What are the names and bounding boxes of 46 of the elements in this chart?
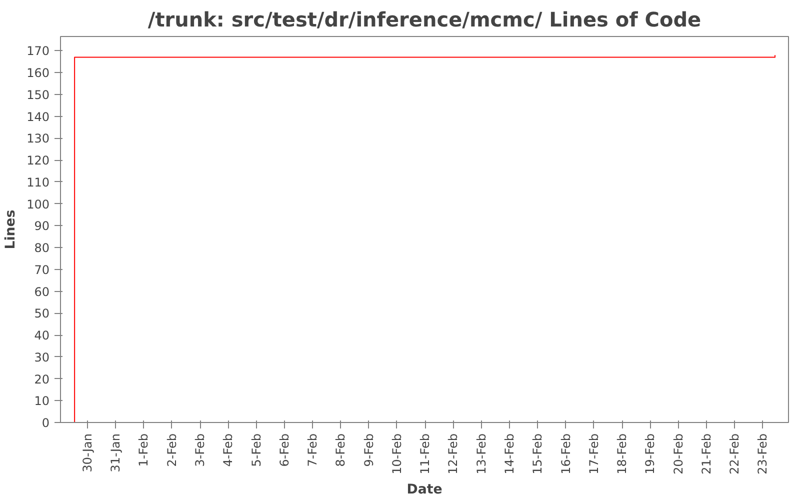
x-tick-label: 13-Feb [474,433,488,474]
x-tick-label: 9-Feb [362,433,376,467]
x-tick-label: 12-Feb [446,433,460,474]
x-tick-label: 3-Feb [193,433,208,467]
chart-title: /trunk: src/test/dr/inference/mcmc/ Lines of Code [148,8,702,32]
x-tick-label: 23-Feb [756,433,770,474]
x-tick-label: 8-Feb [334,433,348,467]
x-tick-label: 22-Feb [728,433,742,474]
x-tick-label: 19-Feb [643,433,658,474]
x-tick-label: 21-Feb [699,433,714,474]
y-tick-label: 70 [34,262,50,277]
x-tick-label: 6-Feb [277,433,292,467]
x-tick-label: 20-Feb [671,433,686,474]
y-tick-label: 50 [34,306,50,321]
x-tick-label: 7-Feb [306,433,320,467]
x-tick-label: 1-Feb [136,433,151,467]
x-tick-label: 2-Feb [164,433,179,467]
x-tick-label: 17-Feb [586,433,601,474]
x-tick-label: 30-Jan [80,434,94,472]
x-tick-label: 11-Feb [418,433,432,474]
y-tick-label: 80 [34,241,50,256]
x-tick-label: 18-Feb [615,433,630,474]
y-tick-label: 60 [34,284,50,299]
y-tick-label: 10 [34,394,50,408]
y-tick-label: 130 [26,132,50,146]
y-tick-label: 40 [34,328,50,343]
y-tick-label: 110 [26,175,50,190]
y-tick-label: 90 [34,219,50,234]
y-tick-label: 150 [26,88,50,102]
y-axis-title: Lines [4,210,19,250]
x-tick-label: 5-Feb [249,433,264,467]
y-tick-label: 120 [26,154,50,168]
x-axis-title: Date [406,482,442,498]
x-tick-label: 16-Feb [558,433,573,474]
y-tick-label: 100 [26,197,50,212]
x-tick-label: 15-Feb [530,433,545,474]
y-tick-label: 20 [34,372,50,386]
y-tick-label: 160 [26,66,50,80]
x-tick-label: 14-Feb [502,433,516,474]
y-tick-label: 0 [42,416,50,430]
y-tick-label: 30 [34,350,50,364]
y-tick-label: 170 [26,44,50,58]
x-tick-label: 10-Feb [390,433,404,474]
x-tick-label: 31-Jan [108,434,123,472]
y-tick-label: 140 [26,110,50,124]
x-tick-label: 4-Feb [221,433,236,467]
